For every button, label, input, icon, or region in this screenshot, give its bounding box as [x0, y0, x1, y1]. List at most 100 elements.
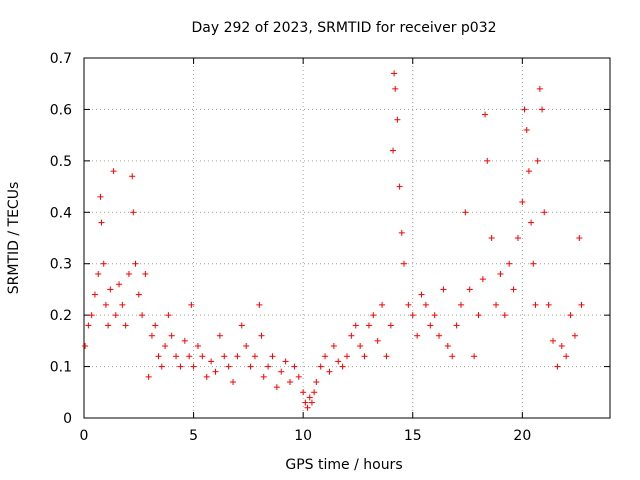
data-point: [91, 291, 98, 298]
data-point: [199, 353, 206, 360]
data-point: [357, 343, 364, 349]
data-point: [177, 363, 184, 370]
data-point: [194, 343, 201, 349]
data-point: [525, 168, 532, 175]
data-point: [256, 301, 263, 308]
y-tick-label: 0: [63, 411, 72, 427]
data-point: [576, 235, 583, 241]
data-point: [85, 322, 92, 329]
grid-lines: [84, 58, 610, 418]
data-point: [152, 322, 159, 329]
data-point: [317, 363, 324, 370]
y-tick-label: 0.3: [50, 257, 72, 273]
data-point: [488, 235, 495, 241]
data-point: [414, 332, 421, 339]
data-point: [278, 368, 285, 375]
data-point: [374, 337, 381, 344]
data-point: [405, 301, 412, 308]
data-point: [119, 301, 126, 308]
data-point: [265, 363, 272, 370]
data-point: [475, 312, 482, 319]
data-point: [168, 332, 175, 339]
data-point: [251, 353, 258, 360]
x-tick-label: 20: [513, 428, 531, 444]
data-point: [521, 106, 528, 113]
data-point: [453, 322, 460, 329]
data-point: [444, 343, 451, 349]
x-tick-label: 5: [189, 428, 198, 444]
data-point: [82, 343, 89, 349]
data-point: [188, 301, 195, 308]
data-point: [313, 379, 320, 385]
chart-title: Day 292 of 2023, SRMTID for receiver p03…: [191, 20, 496, 36]
data-point: [311, 389, 318, 396]
data-point: [398, 229, 405, 236]
data-point: [258, 332, 265, 339]
data-point: [506, 260, 513, 267]
data-point: [148, 332, 155, 339]
data-point: [391, 70, 398, 77]
data-point: [247, 363, 254, 370]
data-point: [431, 312, 438, 319]
data-point: [558, 343, 565, 349]
data-point: [554, 363, 561, 370]
data-point: [300, 389, 307, 396]
data-point: [427, 322, 434, 329]
data-point: [344, 353, 350, 360]
data-point: [330, 343, 337, 349]
data-point: [422, 301, 429, 308]
data-point: [387, 322, 394, 329]
data-point: [287, 379, 294, 385]
y-tick-label: 0.1: [50, 360, 72, 376]
data-point: [335, 358, 342, 365]
data-point: [308, 399, 315, 406]
data-point: [493, 301, 500, 308]
data-point: [97, 193, 104, 200]
data-point: [530, 260, 537, 267]
data-point: [519, 199, 526, 205]
data-point: [88, 312, 95, 319]
data-point: [216, 332, 223, 339]
data-point: [440, 286, 447, 293]
data-point: [396, 183, 403, 190]
data-point: [158, 363, 165, 370]
data-point: [449, 353, 456, 360]
data-point: [212, 368, 219, 375]
data-point: [142, 271, 149, 277]
data-point: [130, 209, 137, 216]
data-point: [400, 260, 407, 267]
data-point: [122, 322, 129, 329]
data-point: [95, 271, 102, 277]
data-point: [306, 394, 313, 401]
x-tick-label: 15: [404, 428, 422, 444]
data-point: [479, 276, 486, 283]
data-point: [528, 219, 535, 226]
data-point: [243, 343, 250, 349]
data-point: [409, 312, 416, 319]
data-point: [523, 127, 530, 133]
data-point: [379, 301, 386, 308]
x-tick-label: 0: [80, 428, 89, 444]
data-point: [322, 353, 329, 360]
data-point: [116, 281, 123, 288]
data-point: [186, 353, 193, 360]
data-point: [510, 286, 517, 293]
data-point: [436, 332, 443, 339]
data-point: [563, 353, 570, 360]
data-point: [532, 301, 539, 308]
data-point: [394, 116, 401, 123]
data-point: [129, 173, 136, 180]
data-point: [370, 312, 377, 319]
data-point: [102, 301, 109, 308]
data-point: [181, 337, 188, 344]
data-point: [135, 291, 142, 298]
data-point: [365, 322, 372, 329]
data-point: [482, 111, 489, 118]
data-point: [550, 337, 557, 344]
data-point: [392, 85, 399, 92]
data-point: [361, 353, 368, 360]
data-point: [110, 168, 117, 175]
data-point: [230, 379, 237, 385]
data-point: [282, 358, 289, 365]
